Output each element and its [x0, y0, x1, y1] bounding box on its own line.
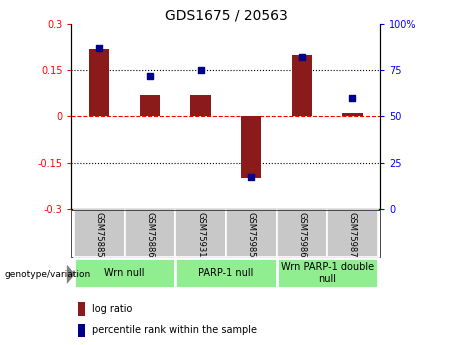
- Text: genotype/variation: genotype/variation: [5, 270, 91, 279]
- Text: GSM75985: GSM75985: [247, 212, 256, 257]
- Text: GSM75987: GSM75987: [348, 212, 357, 257]
- Bar: [277, 258, 378, 288]
- Title: GDS1675 / 20563: GDS1675 / 20563: [165, 9, 287, 23]
- Bar: [74, 210, 124, 257]
- Point: [146, 73, 154, 79]
- Bar: [226, 210, 277, 257]
- Point: [349, 95, 356, 101]
- Point: [298, 55, 306, 60]
- Bar: [277, 210, 327, 257]
- Point: [197, 68, 204, 73]
- Bar: [77, 324, 85, 337]
- Bar: [89, 49, 109, 117]
- Text: GSM75986: GSM75986: [297, 212, 307, 257]
- Bar: [140, 95, 160, 117]
- Bar: [343, 114, 363, 117]
- Bar: [74, 258, 175, 288]
- Point: [95, 46, 103, 51]
- Text: GSM75886: GSM75886: [145, 212, 154, 258]
- Text: Wrn PARP-1 double
null: Wrn PARP-1 double null: [281, 262, 374, 284]
- Point: [248, 175, 255, 180]
- Bar: [327, 210, 378, 257]
- Bar: [292, 55, 312, 117]
- Text: PARP-1 null: PARP-1 null: [198, 268, 254, 278]
- Bar: [175, 210, 226, 257]
- Bar: [190, 95, 211, 117]
- Text: Wrn null: Wrn null: [104, 268, 145, 278]
- Bar: [77, 302, 85, 316]
- Text: percentile rank within the sample: percentile rank within the sample: [92, 325, 256, 335]
- Bar: [124, 210, 175, 257]
- Bar: [241, 117, 261, 178]
- Polygon shape: [67, 265, 75, 284]
- Text: log ratio: log ratio: [92, 304, 132, 314]
- Text: GSM75931: GSM75931: [196, 212, 205, 257]
- Text: GSM75885: GSM75885: [95, 212, 104, 257]
- Bar: [175, 258, 277, 288]
